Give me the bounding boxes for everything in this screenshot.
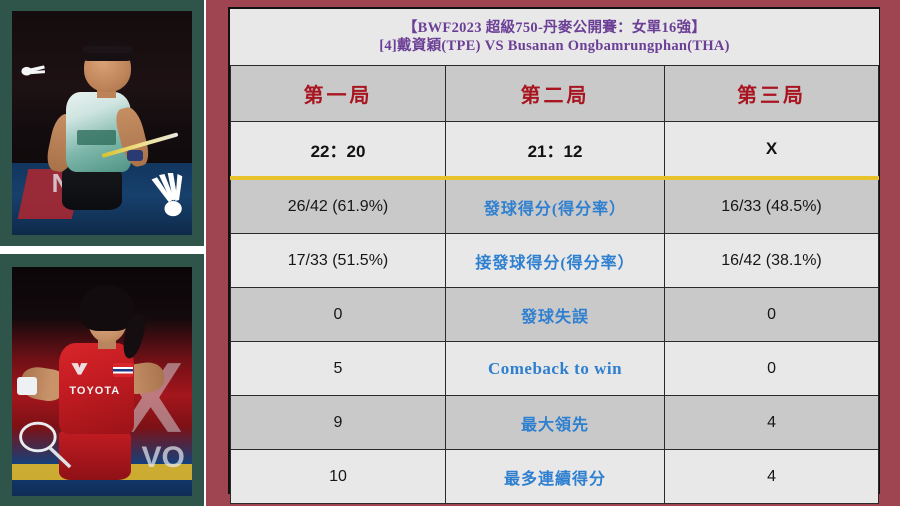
stat-label: Comeback to win [445,341,665,396]
jersey-sponsor-text: TOYOTA [69,385,121,398]
table-row: 5 Comeback to win 0 [230,341,880,396]
table-row: 17/33 (51.5%) 接發球得分(得分率） 16/42 (38.1%) [230,233,880,288]
stat-value-right: 4 [663,449,880,504]
game-header-row: 第一局 第二局 第三局 [230,65,880,122]
stat-value-right: 16/42 (38.1%) [663,233,880,288]
busanan-photo-frame: VO TOYOTA [0,254,204,506]
stat-label: 發球失誤 [445,287,665,342]
tai-tzu-ying-photo-frame: N [0,0,204,246]
stat-value-right: 16/33 (48.5%) [663,177,880,234]
game-score-row: 22：20 21：12 X [230,121,880,180]
table-title-cell: 【BWF2023 超級750-丹麥公開賽：女單16強】 [4]戴資穎(TPE) … [230,9,879,66]
thailand-flag-patch [112,363,133,377]
photo-column: N [0,0,206,506]
jersey-brand-mark [71,363,88,375]
stat-value-right: 0 [663,341,880,396]
shuttlecock-icon [151,172,183,216]
stat-value-left: 10 [230,449,446,504]
player-wristband [17,376,38,396]
game-score-2: 21：12 [445,121,665,180]
stat-value-left: 17/33 (51.5%) [230,233,446,288]
stat-value-left: 9 [230,395,446,450]
player-shorts [62,167,122,211]
player-hair [80,285,135,332]
game-score-1: 22：20 [230,121,446,180]
tai-tzu-ying-photo: N [12,11,192,235]
stat-label: 發球得分(得分率） [445,177,665,234]
table-row: 10 最多連續得分 4 [230,449,880,504]
stat-value-left: 26/42 (61.9%) [230,177,446,234]
stat-value-left: 0 [230,287,446,342]
game-score-3: X [663,121,880,180]
busanan-photo: VO TOYOTA [12,267,192,496]
stats-table: 【BWF2023 超級750-丹麥公開賽：女單16強】 [4]戴資穎(TPE) … [230,9,880,504]
sponsor-board-text: VO [141,441,185,475]
jersey-sponsor-mark [76,129,117,146]
stat-label: 接發球得分(得分率） [445,233,665,288]
match-statistics-table: 【BWF2023 超級750-丹麥公開賽：女單16強】 [4]戴資穎(TPE) … [228,7,880,504]
player-jersey [58,342,135,435]
player-wristband [127,149,144,162]
racket-icon [18,421,71,469]
player-skirt [58,429,131,480]
stat-label: 最大領先 [445,395,665,450]
table-row: 0 發球失誤 0 [230,287,880,342]
stat-label: 最多連續得分 [445,449,665,504]
table-row: 26/42 (61.9%) 發球得分(得分率） 16/33 (48.5%) [230,177,880,234]
shuttlecock-small-icon [21,65,46,76]
game-header-2: 第二局 [445,65,665,122]
game-header-3: 第三局 [663,65,880,122]
game-header-1: 第一局 [230,65,446,122]
player-headband [83,45,132,54]
stat-value-left: 5 [230,341,446,396]
table-title-row: 【BWF2023 超級750-丹麥公開賽：女單16強】 [4]戴資穎(TPE) … [230,9,879,66]
stat-value-right: 0 [663,287,880,342]
table-row: 9 最大領先 4 [230,395,880,450]
stat-value-right: 4 [663,395,880,450]
tournament-title: 【BWF2023 超級750-丹麥公開賽：女單16強】 [402,19,707,36]
match-title: [4]戴資穎(TPE) VS Busanan Ongbamrungphan(TH… [379,38,730,54]
